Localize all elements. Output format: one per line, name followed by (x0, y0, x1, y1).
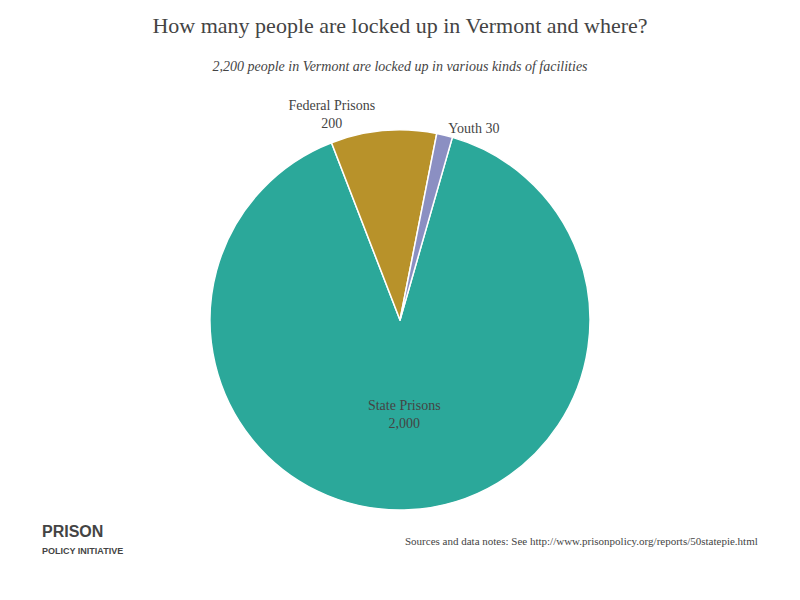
svg-text:POLICY INITIATIVE: POLICY INITIATIVE (42, 546, 123, 556)
svg-text:2,200 people in Vermont are lo: 2,200 people in Vermont are locked up in… (212, 59, 588, 74)
svg-text:PRISON: PRISON (42, 523, 103, 540)
svg-text:Federal Prisons200: Federal Prisons200 (288, 98, 375, 131)
svg-text:Youth 30: Youth 30 (448, 121, 499, 136)
svg-text:Sources and data notes: See ht: Sources and data notes: See http://www.p… (405, 535, 758, 547)
svg-text:How many people are locked up: How many people are locked up in Vermont… (152, 13, 647, 38)
svg-text:State Prisons2,000: State Prisons2,000 (368, 398, 441, 431)
